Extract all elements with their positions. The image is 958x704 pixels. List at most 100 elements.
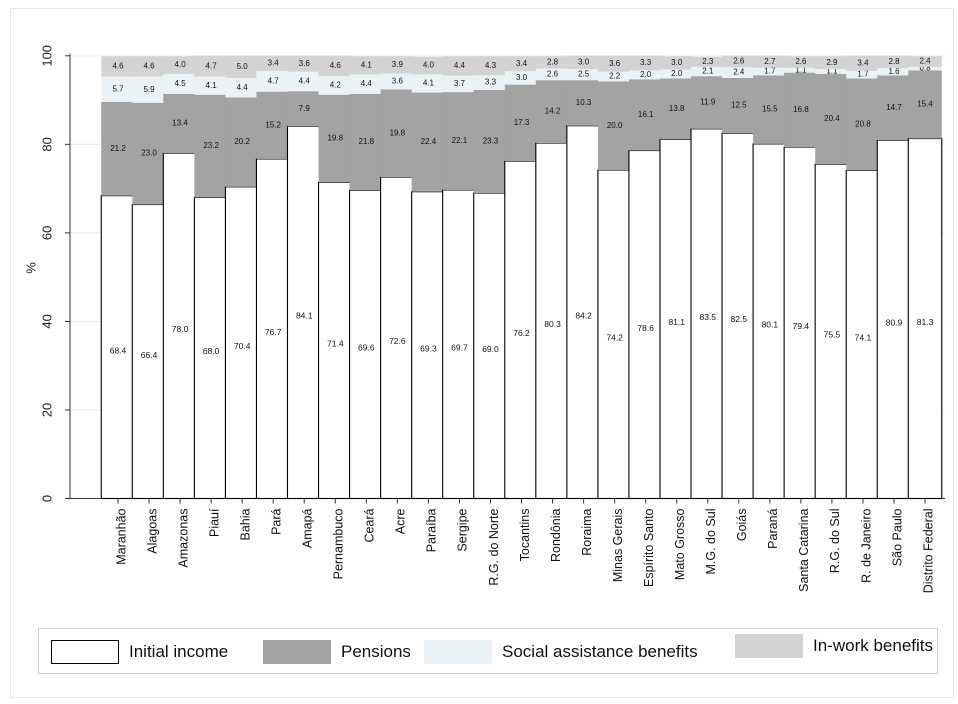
data-label-sergipe-social-assistance-benefits: 3.7 [454, 79, 466, 88]
x-tick-label-r-g-do-sul: R.G. do Sul [828, 509, 842, 574]
data-label-espirito-santo-in-work-benefits: 3.3 [640, 58, 652, 67]
data-label-r-g-do-norte-initial-income: 69.0 [482, 344, 499, 354]
data-label-r-de-janeiro-pensions: 20.8 [855, 120, 871, 129]
bar-sao-paulo-in-work-benefits [877, 55, 911, 69]
bar-paraiba-social-assistance-benefits [411, 74, 446, 93]
data-label-amazonas-social-assistance-benefits: 4.5 [175, 79, 187, 88]
data-label-sergipe-pensions: 22.1 [452, 136, 468, 145]
bar-r-g-do-sul-in-work-benefits [815, 56, 849, 70]
bar-amazonas-in-work-benefits [163, 56, 197, 74]
bar-minas-gerais-social-assistance-benefits [597, 71, 632, 82]
bar-amapa-social-assistance-benefits [287, 71, 321, 92]
data-label-r-de-janeiro-initial-income: 74.1 [855, 333, 872, 343]
data-label-tocantins-initial-income: 76.2 [513, 328, 530, 338]
bar-pernambuco-in-work-benefits [318, 55, 353, 77]
data-label-roraima-initial-income: 84.2 [575, 310, 592, 320]
bar-roraima-initial-income [566, 125, 601, 500]
bar-parana-social-assistance-benefits [753, 67, 787, 76]
x-tick-label-amazonas: Amazonas [176, 509, 190, 568]
data-label-distrito-federal-pensions: 15.4 [917, 100, 933, 109]
data-label-maranhao-in-work-benefits: 4.6 [112, 62, 124, 71]
data-label-r-g-do-norte-in-work-benefits: 4.3 [485, 61, 497, 70]
data-label-pernambuco-initial-income: 71.4 [327, 339, 344, 349]
data-label-ceara-social-assistance-benefits: 4.4 [361, 79, 373, 88]
data-label-tocantins-social-assistance-benefits: 3.0 [516, 73, 528, 82]
bar-r-de-janeiro-initial-income [845, 169, 881, 500]
bar-distrito-federal-in-work-benefits [908, 56, 942, 67]
bar-amapa-initial-income [286, 125, 322, 500]
bar-rondonia-social-assistance-benefits [535, 68, 570, 81]
bar-santa-catarina-social-assistance-benefits [784, 67, 818, 73]
y-tick-label-100: 100 [39, 45, 54, 67]
bar-amazonas-pensions [163, 93, 197, 154]
data-label-para-in-work-benefits: 3.4 [268, 58, 280, 67]
bar-r-g-do-sul-pensions [815, 73, 849, 165]
legend-item-pensions: Pensions [263, 639, 411, 665]
legend-label-initial-income: Initial income [129, 642, 229, 661]
bar-maranhao-pensions [101, 101, 135, 196]
y-tick-label-40: 40 [39, 314, 54, 328]
data-label-paraiba-pensions: 22.4 [421, 137, 437, 146]
legend-item-in-work-benefits: In-work benefits [735, 633, 933, 659]
data-label-bahia-in-work-benefits: 5.0 [237, 62, 249, 71]
data-label-bahia-initial-income: 70.4 [234, 341, 251, 351]
data-label-piaui-in-work-benefits: 4.7 [206, 61, 218, 70]
data-label-minas-gerais-social-assistance-benefits: 2.2 [609, 72, 621, 81]
bar-distrito-federal-initial-income [907, 138, 943, 500]
data-label-rondonia-pensions: 14.2 [545, 107, 561, 116]
data-label-mato-grosso-in-work-benefits: 3.0 [671, 58, 683, 67]
legend-item-social-assistance: Social assistance benefits [424, 639, 698, 665]
bar-r-de-janeiro-in-work-benefits [846, 55, 880, 71]
bar-acre-pensions [380, 89, 415, 178]
x-tick-label-alagoas: Alagoas [145, 509, 159, 554]
x-tick-label-pernambuco: Pernambuco [332, 508, 346, 579]
legend-label-social-assistance: Social assistance benefits [502, 642, 698, 661]
data-label-bahia-social-assistance-benefits: 4.4 [237, 83, 249, 92]
bar-sao-paulo-social-assistance-benefits [877, 68, 911, 76]
bar-espirito-santo-social-assistance-benefits [628, 70, 663, 80]
bar-maranhao-social-assistance-benefits [101, 76, 135, 102]
bar-piaui-pensions [194, 94, 228, 198]
data-label-mato-grosso-initial-income: 81.1 [668, 317, 685, 327]
data-label-sao-paulo-social-assistance-benefits: 1.6 [888, 67, 900, 76]
bar-sergipe-in-work-benefits [442, 56, 477, 76]
legend-label-in-work-benefits: In-work benefits [813, 636, 933, 655]
legend-swatch-in-work-benefits [735, 634, 803, 658]
bar-mato-grosso-in-work-benefits [659, 56, 694, 70]
data-label-amapa-in-work-benefits: 3.6 [299, 59, 311, 68]
bar-santa-catarina-initial-income [783, 146, 819, 500]
data-label-espirito-santo-pensions: 16.1 [638, 110, 654, 119]
data-label-pernambuco-in-work-benefits: 4.6 [330, 61, 342, 70]
bar-goias-social-assistance-benefits [722, 67, 756, 78]
data-label-santa-catarina-pensions: 16.8 [793, 105, 809, 114]
bar-goias-initial-income [721, 132, 757, 500]
data-label-santa-catarina-initial-income: 79.4 [793, 321, 810, 331]
data-label-para-social-assistance-benefits: 4.7 [268, 76, 280, 85]
bar-ceara-in-work-benefits [349, 56, 384, 75]
legend-swatch-initial-income [51, 640, 119, 664]
legend-swatch-social-assistance [424, 640, 492, 664]
data-label-acre-pensions: 19.8 [390, 128, 406, 137]
data-label-amazonas-pensions: 13.4 [172, 119, 188, 128]
bar-sergipe-initial-income [442, 189, 477, 500]
data-label-m-g-do-sul-social-assistance-benefits: 2.1 [702, 67, 714, 76]
bar-parana-pensions [753, 75, 787, 144]
data-label-acre-initial-income: 72.6 [389, 336, 406, 346]
data-label-acre-in-work-benefits: 3.9 [392, 60, 404, 69]
bar-bahia-in-work-benefits [225, 55, 259, 78]
bar-acre-in-work-benefits [380, 56, 415, 74]
x-tick-label-minas-gerais: Minas Gerais [611, 509, 625, 583]
data-label-roraima-social-assistance-benefits: 2.5 [578, 70, 590, 79]
bar-mato-grosso-social-assistance-benefits [659, 69, 694, 79]
bar-acre-social-assistance-benefits [380, 73, 415, 90]
bar-m-g-do-sul-initial-income [690, 128, 726, 500]
bar-tocantins-pensions [504, 84, 539, 162]
data-label-r-g-do-norte-pensions: 23.3 [483, 137, 499, 146]
data-label-goias-initial-income: 82.5 [731, 314, 748, 324]
data-label-parana-in-work-benefits: 2.7 [764, 57, 776, 66]
data-label-m-g-do-sul-in-work-benefits: 2.3 [702, 57, 714, 66]
data-label-distrito-federal-initial-income: 81.3 [917, 317, 934, 327]
data-label-espirito-santo-initial-income: 78.6 [637, 323, 654, 333]
legend-label-pensions: Pensions [341, 642, 411, 661]
bar-parana-in-work-benefits [753, 55, 787, 68]
